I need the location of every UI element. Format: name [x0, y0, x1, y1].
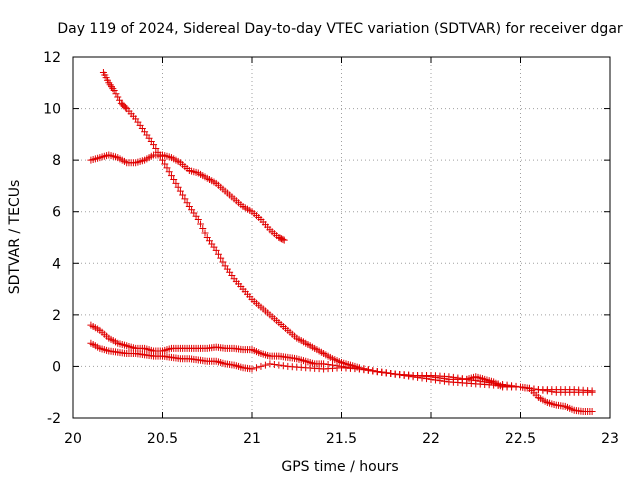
data-point [112, 90, 120, 98]
data-point [150, 141, 158, 149]
data-point [161, 160, 169, 168]
y-tick-label: 0 [52, 359, 61, 375]
x-tick-label: 20 [64, 431, 82, 447]
x-tick-label: 21 [243, 431, 261, 447]
data-point [588, 408, 596, 416]
data-point [261, 361, 269, 369]
data-point [212, 246, 220, 254]
x-axis-label: GPS time / hours [281, 459, 398, 475]
data-point [172, 179, 180, 187]
x-tick-label: 23 [601, 431, 619, 447]
data-point [364, 366, 372, 374]
y-axis-label: SDTVAR / TECUs [7, 180, 23, 295]
data-point [121, 103, 129, 111]
y-tick-label: 6 [52, 205, 61, 221]
data-point [521, 384, 529, 392]
y-tick-labels: -2 0 2 4 6 8 10 12 [43, 50, 61, 427]
data-point [219, 258, 227, 266]
data-point [436, 374, 444, 382]
data-point [170, 175, 178, 183]
x-tick-label: 22 [422, 431, 440, 447]
data-point [199, 224, 207, 232]
data-point [431, 373, 439, 381]
data-point [176, 187, 184, 195]
series-track-4 [87, 339, 596, 395]
data-point [440, 375, 448, 383]
data-point [181, 195, 189, 203]
y-tick-label: 10 [43, 102, 61, 118]
y-tick-label: 4 [52, 256, 61, 272]
data-point [279, 362, 287, 370]
data-point [110, 87, 118, 95]
data-point [275, 361, 283, 369]
x-tick-label: 21.5 [326, 431, 357, 447]
data-point [530, 385, 538, 393]
data-point [197, 220, 205, 228]
data-point [252, 364, 260, 372]
data-point [517, 383, 524, 391]
data-point [116, 96, 124, 104]
data-point [163, 164, 171, 172]
x-tick-labels: 20 20.5 21 21.5 22 22.5 23 [64, 431, 619, 447]
data-point [387, 370, 395, 378]
data-point [588, 387, 596, 395]
data-point [373, 368, 381, 376]
data-point [194, 215, 202, 223]
series-track-1 [99, 68, 596, 396]
x-tick-label: 22.5 [505, 431, 536, 447]
data-point [427, 373, 435, 381]
data-point [382, 369, 390, 377]
y-tick-label: -2 [47, 411, 61, 427]
data-point [266, 360, 274, 368]
data-point [248, 365, 256, 373]
data-point [280, 236, 288, 244]
data-point [378, 368, 386, 376]
data-point [369, 367, 377, 375]
data-point [179, 191, 187, 199]
chart-title: Day 119 of 2024, Sidereal Day-to-day VTE… [57, 21, 623, 37]
y-tick-label: 2 [52, 308, 61, 324]
x-tick-label: 20.5 [147, 431, 178, 447]
y-tick-label: 12 [43, 50, 61, 66]
data-point [114, 93, 122, 101]
series-track-2 [87, 151, 288, 244]
data-point [167, 172, 175, 180]
data-point [165, 168, 173, 176]
data-points [87, 68, 596, 416]
data-point [214, 250, 222, 258]
data-point [360, 366, 368, 374]
data-point [257, 362, 265, 370]
y-tick-label: 8 [52, 153, 61, 169]
data-point [279, 235, 287, 243]
data-point [355, 365, 363, 373]
axis-ticks [72, 56, 611, 419]
data-point [174, 183, 182, 191]
data-point [201, 229, 209, 237]
data-point [217, 254, 225, 262]
data-point [183, 199, 191, 207]
data-point [270, 360, 278, 368]
data-point [152, 145, 160, 153]
data-point [525, 384, 533, 392]
